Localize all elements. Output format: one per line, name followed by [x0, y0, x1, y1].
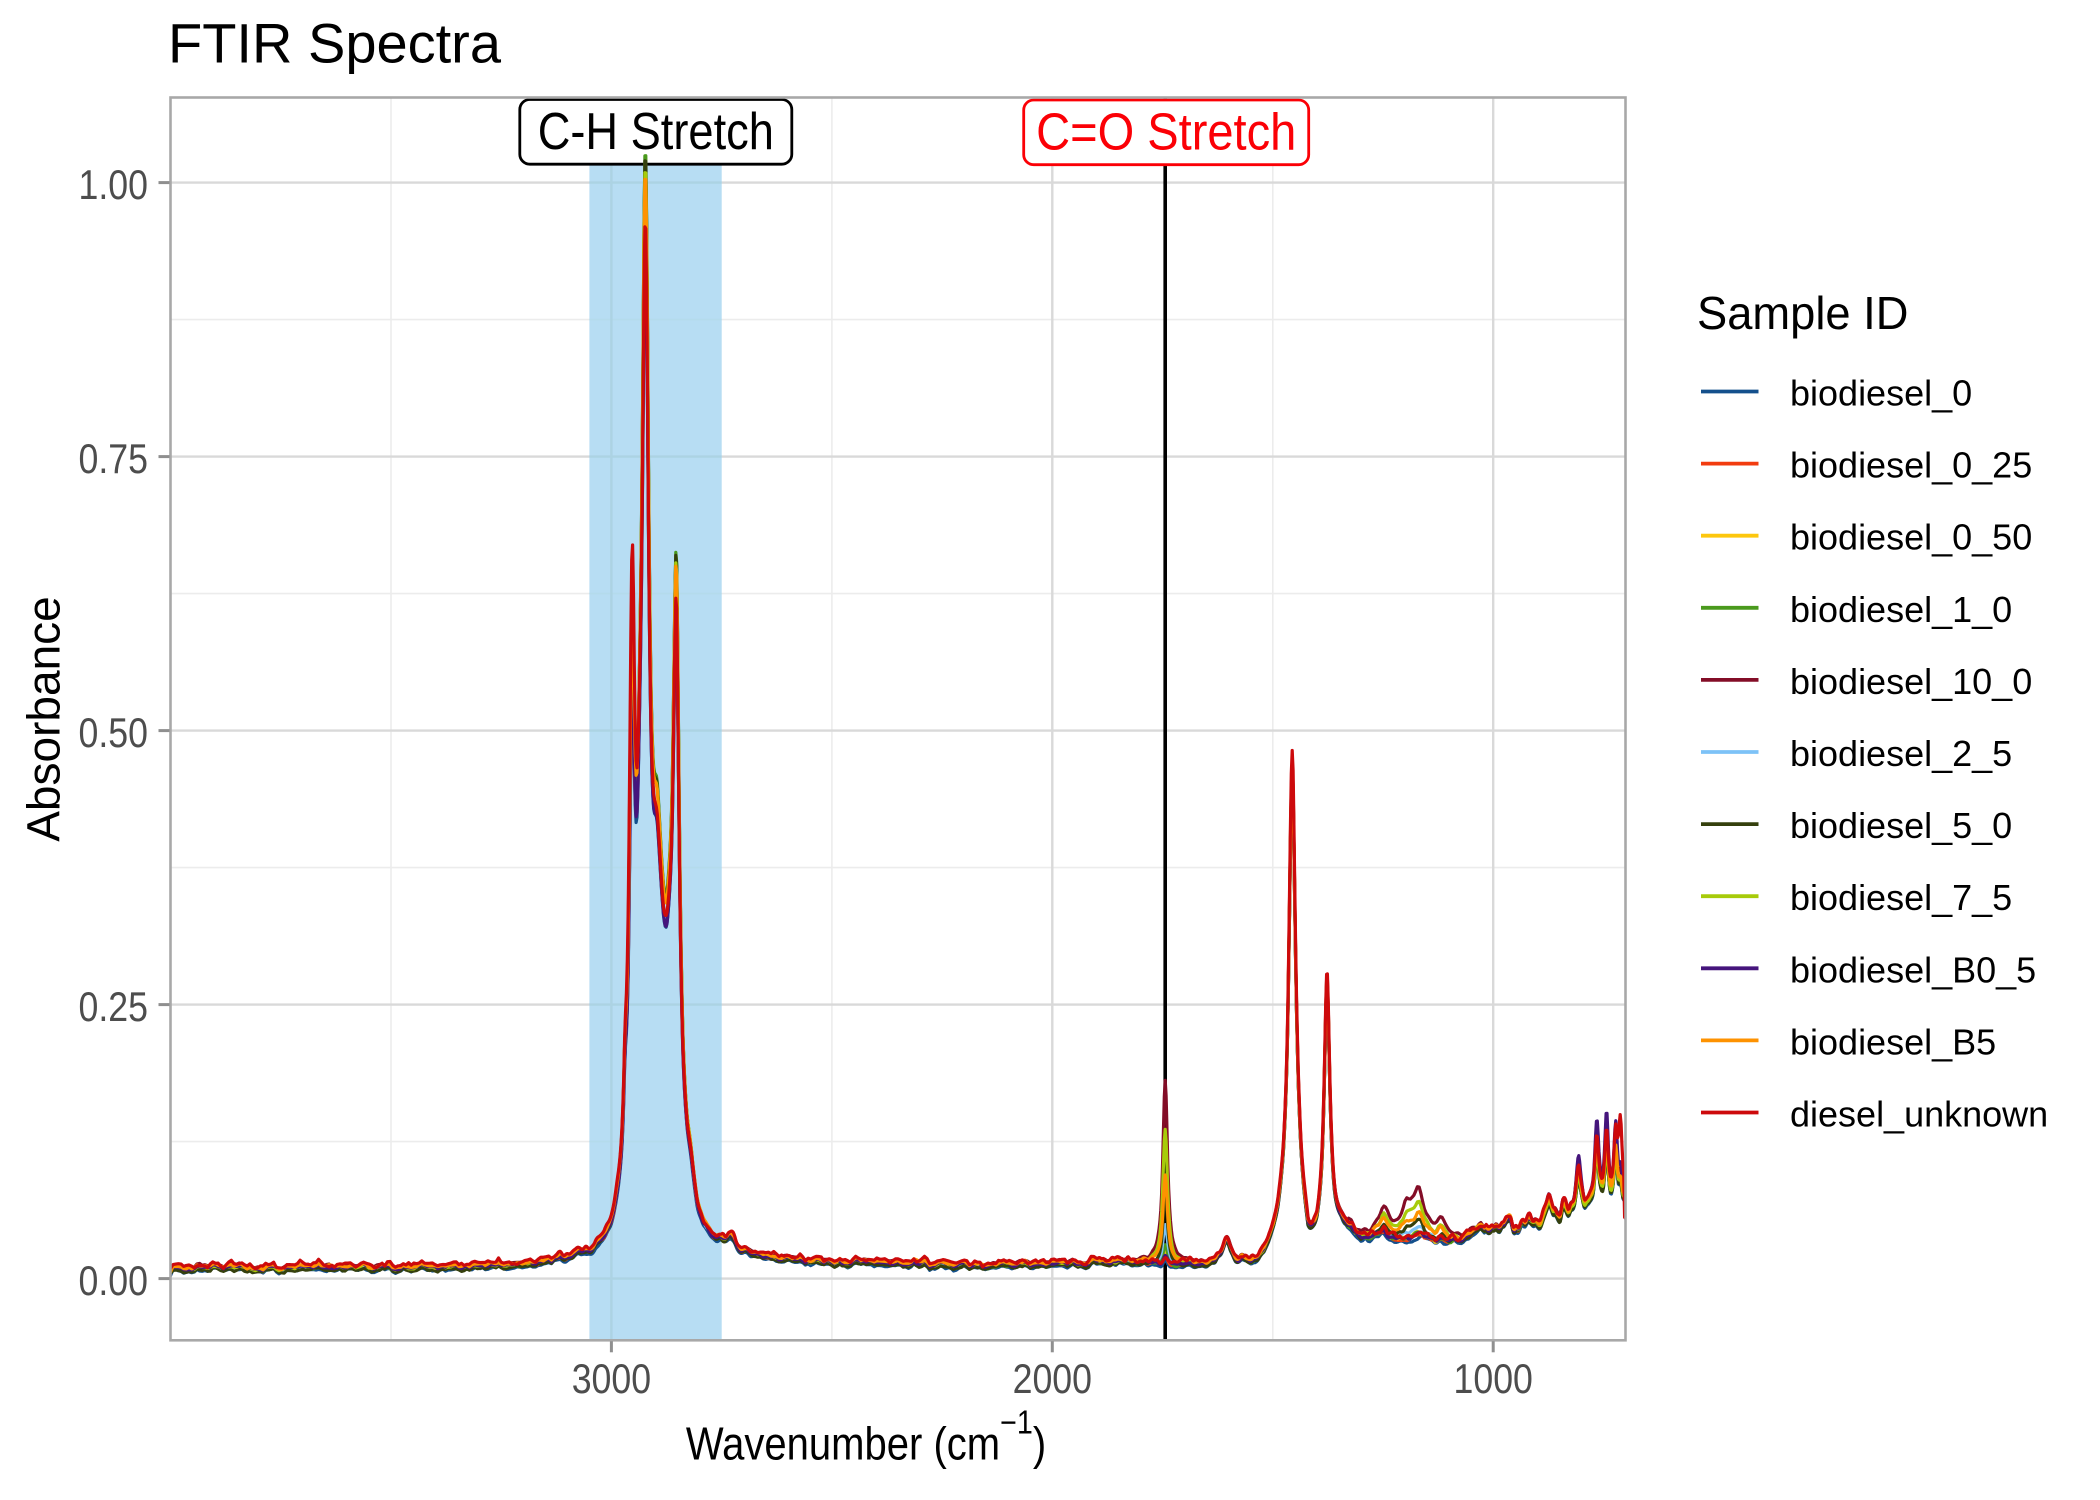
svg-text:C-H Stretch: C-H Stretch	[538, 103, 774, 161]
svg-text:biodiesel_B5: biodiesel_B5	[1790, 1021, 1996, 1062]
svg-text:0.00: 0.00	[79, 1258, 148, 1304]
svg-text:biodiesel_0: biodiesel_0	[1790, 373, 1972, 414]
svg-text:0.25: 0.25	[79, 984, 148, 1030]
svg-text:1000: 1000	[1453, 1356, 1532, 1402]
svg-text:FTIR Spectra: FTIR Spectra	[168, 12, 502, 75]
svg-text:biodiesel_2_5: biodiesel_2_5	[1790, 733, 2012, 774]
svg-text:1.00: 1.00	[79, 162, 148, 208]
svg-text:0.50: 0.50	[79, 710, 148, 756]
svg-text:biodiesel_B0_5: biodiesel_B0_5	[1790, 949, 2036, 990]
svg-text:Sample ID: Sample ID	[1697, 288, 1908, 339]
svg-text:biodiesel_10_0: biodiesel_10_0	[1790, 661, 2032, 702]
svg-text:biodiesel_5_0: biodiesel_5_0	[1790, 805, 2012, 846]
svg-text:C=O Stretch: C=O Stretch	[1036, 102, 1296, 161]
svg-text:diesel_unknown: diesel_unknown	[1790, 1094, 2048, 1135]
svg-text:biodiesel_0_50: biodiesel_0_50	[1790, 517, 2032, 558]
svg-text:2000: 2000	[1013, 1356, 1092, 1402]
svg-text:biodiesel_1_0: biodiesel_1_0	[1790, 589, 2012, 630]
svg-text:biodiesel_7_5: biodiesel_7_5	[1790, 877, 2012, 918]
svg-text:3000: 3000	[572, 1356, 651, 1402]
svg-text:0.75: 0.75	[79, 436, 148, 482]
svg-text:Absorbance: Absorbance	[17, 596, 69, 842]
svg-text:biodiesel_0_25: biodiesel_0_25	[1790, 445, 2032, 486]
